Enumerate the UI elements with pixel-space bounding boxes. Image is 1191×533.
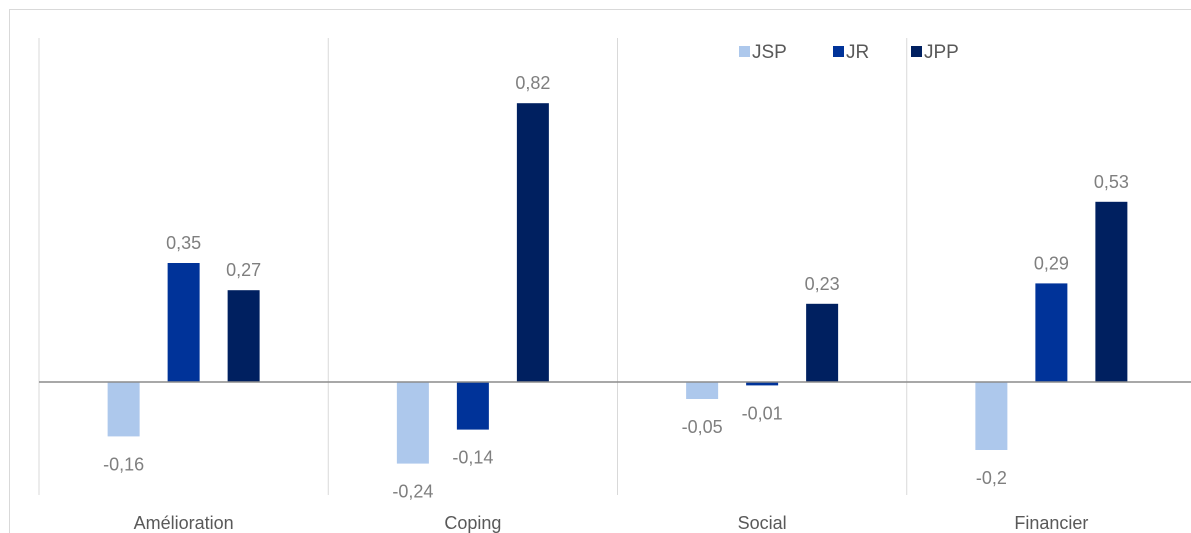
bar-jpp-2 xyxy=(806,303,839,382)
legend-label-jpp: JPP xyxy=(924,42,959,63)
bars xyxy=(107,103,1128,464)
data-label: -0,14 xyxy=(452,448,493,468)
legend-swatch-jpp xyxy=(911,46,922,57)
data-label: -0,05 xyxy=(682,417,723,437)
data-label: 0,53 xyxy=(1094,172,1129,192)
legend-label-jr: JR xyxy=(846,42,869,63)
data-label: -0,01 xyxy=(742,403,783,423)
bar-jr-3 xyxy=(1035,283,1068,382)
data-label: -0,16 xyxy=(103,454,144,474)
legend-swatch-jr xyxy=(833,46,844,57)
category-label: Financier xyxy=(1014,513,1088,533)
data-label: 0,27 xyxy=(226,260,261,280)
legend-label-jsp: JSP xyxy=(752,42,787,63)
chart-frame xyxy=(9,9,1191,533)
legend-swatch-jsp xyxy=(739,46,750,57)
category-label: Social xyxy=(738,513,787,533)
bar-jr-2 xyxy=(746,382,779,386)
data-label: 0,29 xyxy=(1034,253,1069,273)
bar-jpp-3 xyxy=(1095,201,1128,382)
category-labels: Amélioration Coping Social Financier xyxy=(134,513,1089,533)
category-separators xyxy=(38,38,908,495)
data-labels: -0,16 0,35 0,27 -0,24 -0,14 0,82 -0,05 -0,01 0,2… xyxy=(103,73,1129,501)
category-label: Coping xyxy=(444,513,501,533)
bar-jsp-0 xyxy=(107,382,140,437)
bar-jsp-1 xyxy=(396,382,429,464)
bar-jr-1 xyxy=(456,382,489,430)
bar-jr-0 xyxy=(167,263,200,382)
data-label: 0,35 xyxy=(166,233,201,253)
data-label: 0,23 xyxy=(805,274,840,294)
data-label: -0,24 xyxy=(392,482,433,502)
category-label: Amélioration xyxy=(134,513,234,533)
bar-jsp-2 xyxy=(686,382,719,399)
bar-jpp-1 xyxy=(516,103,549,382)
bar-jsp-3 xyxy=(975,382,1008,450)
data-label: 0,82 xyxy=(515,73,550,93)
legend: JSP JR JPP xyxy=(739,42,959,63)
bar-jpp-0 xyxy=(227,290,260,382)
data-label: -0,2 xyxy=(976,468,1007,488)
